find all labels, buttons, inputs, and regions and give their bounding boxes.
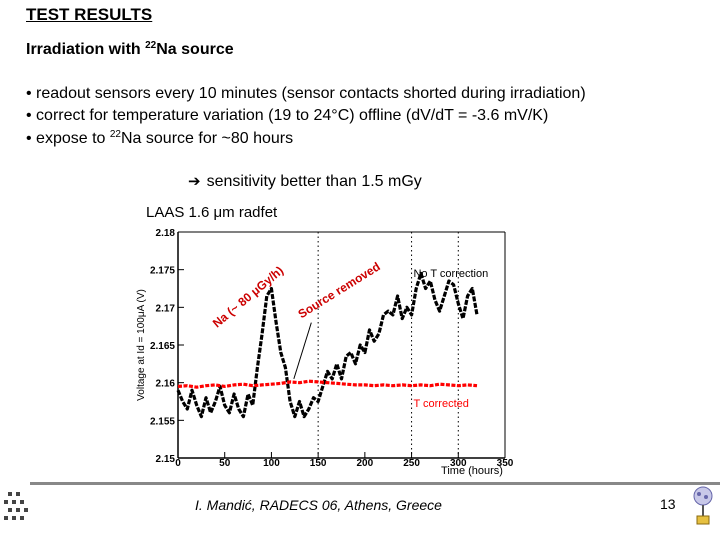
- y-tick-label: 2.16: [156, 379, 176, 390]
- right-arrow-icon: ➔: [188, 173, 201, 190]
- y-tick-label: 2.155: [150, 416, 175, 427]
- footer-text: I. Mandić, RADECS 06, Athens, Greece: [195, 497, 442, 513]
- x-tick-label: 150: [310, 458, 327, 469]
- x-tick-label: 0: [175, 458, 181, 469]
- bullet-expose-suffix: Na source for ~80 hours: [121, 130, 294, 147]
- chart-caption: LAAS 1.6 μm radfet: [146, 204, 278, 221]
- bullet-expose-prefix: • expose to: [26, 130, 110, 147]
- plot-frame: [177, 231, 506, 459]
- bullet-expose-superscript: 22: [109, 129, 121, 140]
- annotation-source-removed: Source removed: [295, 259, 382, 321]
- x-axis-ticks: 0 50 100 150 200 250 300 350: [175, 452, 514, 469]
- vertical-markers: [317, 232, 459, 458]
- conclusion-text: sensitivity better than 1.5 mGy: [206, 173, 422, 190]
- y-tick-label: 2.17: [156, 303, 176, 314]
- bullet-readout: • readout sensors every 10 minutes (sens…: [26, 85, 586, 102]
- x-tick-label: 200: [357, 458, 374, 469]
- bullet-temperature: • correct for temperature variation (19 …: [26, 107, 549, 124]
- y-tick-label: 2.165: [150, 341, 175, 352]
- conference-logo-icon: [693, 486, 713, 525]
- institute-logo-icon: [4, 492, 28, 520]
- page-number: 13: [660, 496, 676, 512]
- annotations: Na (~ 80 μGy/h) Source removed No T correc…: [210, 259, 488, 409]
- y-axis-label: Voltage at Id = 100μA (V): [136, 289, 147, 401]
- y-tick-label: 2.18: [156, 228, 176, 239]
- subtitle-prefix: Irradiation with: [26, 41, 146, 58]
- series-line-no-t-correction: [176, 271, 479, 419]
- subtitle-superscript: 22: [145, 40, 157, 51]
- series-line-t-corrected: [177, 379, 478, 389]
- y-tick-label: 2.175: [150, 266, 175, 277]
- subtitle-suffix: Na source: [156, 41, 234, 58]
- footer-divider: [30, 482, 720, 485]
- annotation-t-corrected: T corrected: [413, 398, 468, 410]
- y-axis-ticks: 2.15 2.155 2.16 2.165 2.17 2.175 2.18: [150, 228, 184, 465]
- x-tick-label: 350: [497, 458, 514, 469]
- slide-subtitle: Irradiation with 22Na source: [26, 40, 234, 59]
- slide-title: TEST RESULTS: [26, 5, 153, 24]
- x-tick-label: 250: [403, 458, 420, 469]
- x-tick-label: 100: [263, 458, 280, 469]
- x-tick-label: 300: [450, 458, 467, 469]
- annotation-pointer-line: [293, 322, 312, 380]
- annotation-no-t-correction: No T correction: [413, 268, 488, 280]
- y-tick-label: 2.15: [156, 454, 176, 465]
- x-tick-label: 50: [219, 458, 231, 469]
- bullet-expose: • expose to 22Na source for ~80 hours: [26, 129, 293, 148]
- x-axis-label: Time (hours): [441, 465, 503, 477]
- series-group: [176, 271, 479, 419]
- conclusion: ➔ sensitivity better than 1.5 mGy: [188, 172, 422, 191]
